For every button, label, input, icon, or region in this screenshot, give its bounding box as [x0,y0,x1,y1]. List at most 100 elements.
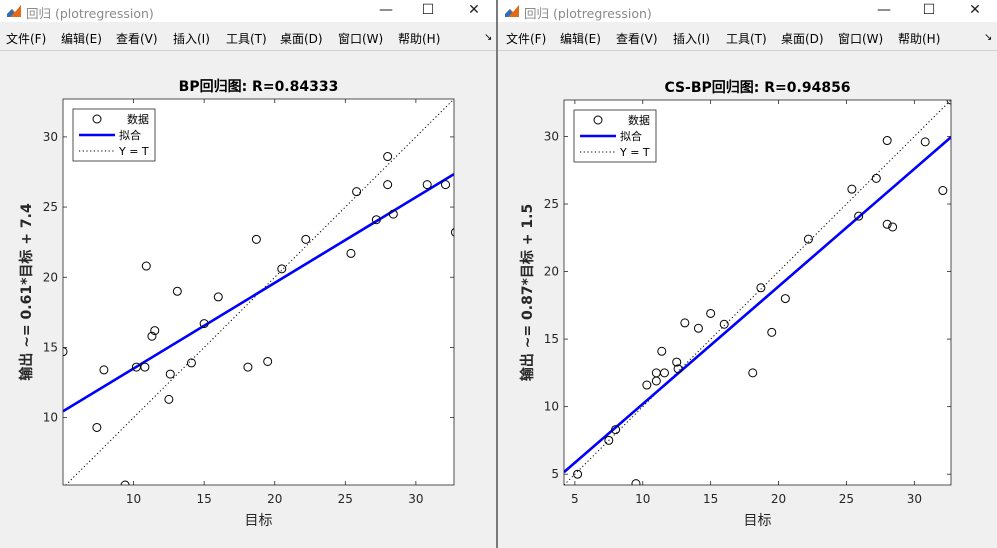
x-tick-label: 10 [126,492,141,506]
menu-separator [0,50,496,51]
maximize-button[interactable]: ☐ [922,2,936,18]
menu-insert[interactable]: 插入(I) [173,32,210,46]
y-tick-label: 10 [544,400,559,414]
menu-file[interactable]: 文件(F) [506,32,547,46]
close-button[interactable]: ✕ [969,2,981,18]
data-point [680,318,690,328]
close-button[interactable]: ✕ [468,2,480,18]
menu-edit[interactable]: 编辑(E) [560,32,601,46]
menu-file[interactable]: 文件(F) [6,32,47,46]
x-tick-label: 10 [635,492,650,506]
legend-label: 拟合 [620,129,642,143]
data-point [301,234,311,244]
menu-tools[interactable]: 工具(T) [726,32,767,46]
menu-view[interactable]: 查看(V) [116,32,158,46]
minimize-button[interactable]: — [877,2,891,18]
data-point [150,326,160,336]
data-point [847,184,857,194]
x-tick-label: 5 [571,492,579,506]
menu-desktop[interactable]: 桌面(D) [781,32,824,46]
data-point [657,346,667,356]
y-axis-label: 输出 ~= 0.61*目标 + 7.4 [18,203,35,381]
data-point [693,323,703,333]
data-point [803,234,813,244]
data-point [147,331,157,341]
data-point [186,358,196,368]
data-point [604,435,614,445]
data-point [165,369,175,379]
menu-help[interactable]: 帮助(H) [398,32,441,46]
plot-content [564,100,951,485]
chart-title: BP回归图: R=0.84333 [179,78,339,95]
plot-content [63,99,454,485]
x-tick-label: 15 [197,492,212,506]
minimize-button[interactable]: — [379,2,393,18]
legend-label: 拟合 [119,128,141,142]
window-divider [496,0,498,548]
matlab-icon [505,5,519,17]
data-point [213,292,223,302]
y-tick-label: 25 [43,200,58,214]
data-point [172,286,182,296]
y-tick-label: 25 [544,197,559,211]
data-point [756,283,766,293]
data-point [371,215,381,225]
menu-insert[interactable]: 插入(I) [673,32,710,46]
data-point [164,394,174,404]
x-tick-label: 15 [703,492,718,506]
data-point [441,180,451,190]
legend-marker-data [92,114,102,124]
plot-area [564,100,951,485]
menu-help[interactable]: 帮助(H) [898,32,941,46]
data-point [642,380,652,390]
figure-canvas: 10 15 20 25 30 10 15 20 25 30 BP回归图: R=0.84333 目标 输出… [18,78,455,529]
axes-box [563,99,952,486]
dock-arrow-icon[interactable]: ↘ [484,32,493,43]
data-point [120,480,130,485]
data-point [243,362,253,372]
x-tick-label: 30 [907,492,922,506]
legend-label: Y = T [118,145,149,158]
dock-arrow-icon[interactable]: ↘ [984,32,993,43]
data-point [611,425,621,435]
legend-label: 数据 [628,113,650,127]
data-point [767,327,777,337]
data-point [263,356,273,366]
chart-title: CS-BP回归图: R=0.94856 [664,79,850,96]
menu-desktop[interactable]: 桌面(D) [280,32,323,46]
menu-window[interactable]: 窗口(W) [338,32,384,46]
menu-window[interactable]: 窗口(W) [838,32,884,46]
data-point [422,180,432,190]
y-tick-label: 20 [544,265,559,279]
x-tick-label: 25 [839,492,854,506]
y-tick-label: 10 [43,411,58,425]
data-point [659,368,669,378]
data-point [882,136,892,146]
data-point [938,186,948,196]
x-axis-label: 目标 [744,513,772,529]
x-tick-label: 20 [771,492,786,506]
data-point [92,422,102,432]
data-point [63,347,68,357]
data-point [383,180,393,190]
data-point [780,294,790,304]
data-point [346,248,356,258]
data-point [871,173,881,183]
menu-tools[interactable]: 工具(T) [226,32,267,46]
data-point [140,362,150,372]
x-tick-label: 25 [338,492,353,506]
data-point [573,469,583,479]
fit-line [564,136,951,474]
window-title: 回归 (plotregression) [524,6,652,21]
maximize-button[interactable]: ☐ [421,2,435,18]
identity-line [65,99,454,485]
menu-edit[interactable]: 编辑(E) [61,32,102,46]
title-bar: 回归 (plotregression) — ☐ ✕ [498,0,997,22]
menu-view[interactable]: 查看(V) [616,32,658,46]
data-point [920,137,930,147]
figure-canvas: 5 10 15 20 25 30 5 10 15 20 25 30 CS-BP回归图: R=0.9485… [519,79,952,529]
data-point [706,308,716,318]
title-bar: 回归 (plotregression) — ☐ ✕ [0,0,496,22]
y-tick-label: 30 [43,130,58,144]
legend-marker-data [593,115,603,125]
